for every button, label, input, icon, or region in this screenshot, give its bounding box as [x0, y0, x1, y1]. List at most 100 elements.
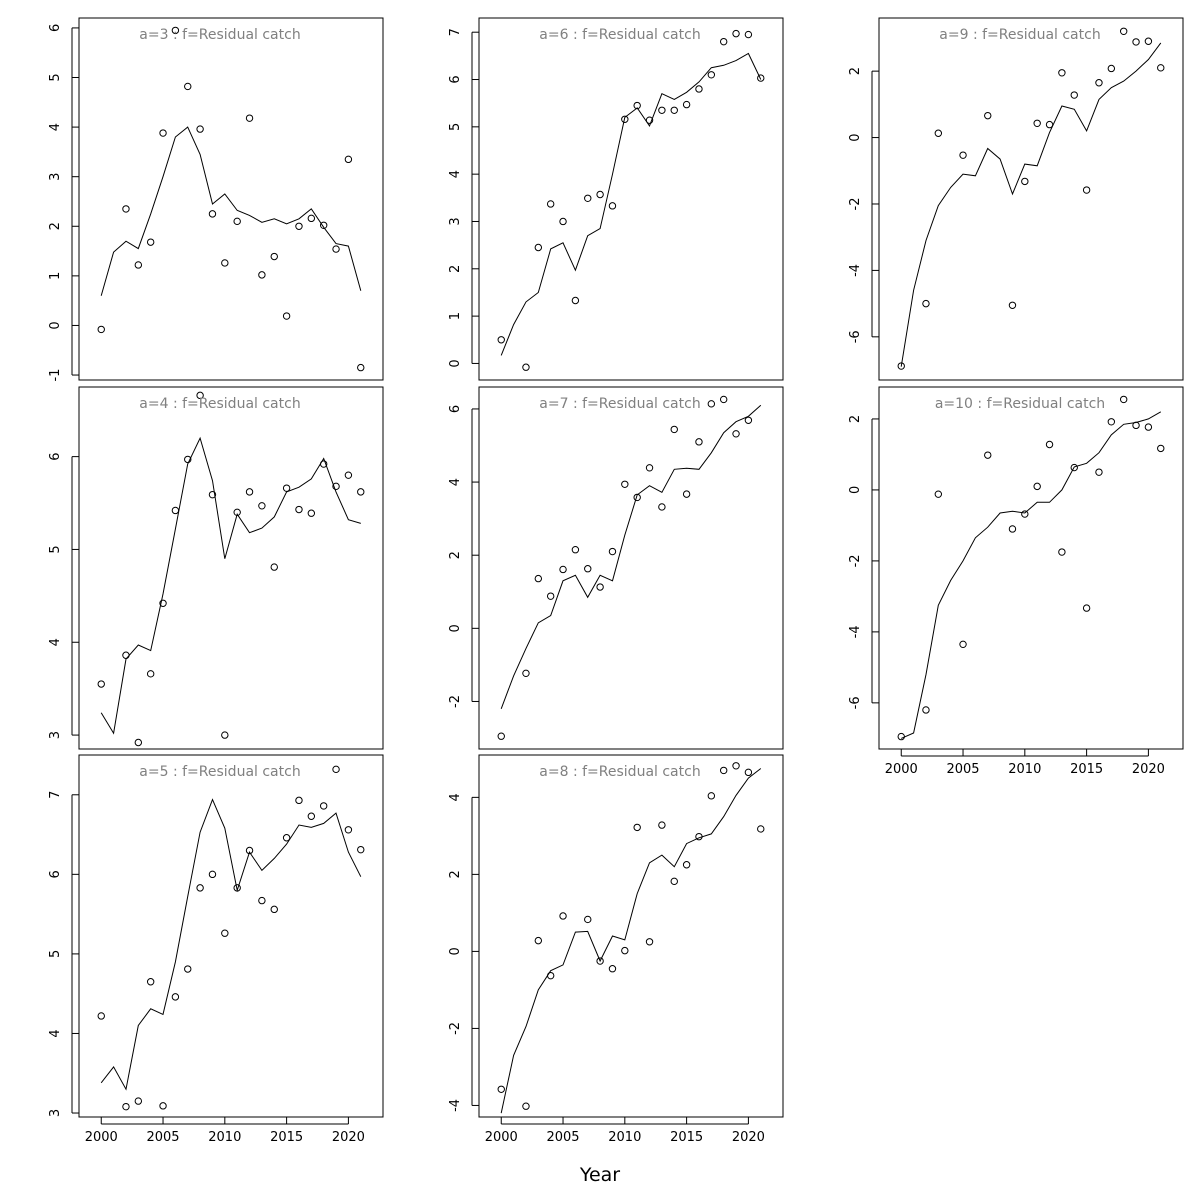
observed-point — [534, 243, 543, 252]
observed-point — [546, 971, 555, 980]
observed-point — [319, 802, 328, 810]
observed-point — [584, 915, 592, 924]
fitted-line — [100, 436, 361, 735]
y-tick-label: 0 — [848, 486, 863, 494]
observed-point — [245, 488, 254, 496]
observed-point — [608, 965, 617, 973]
y-tick-label: 6 — [48, 24, 63, 32]
observed-point — [682, 490, 691, 498]
observed-point — [559, 565, 567, 574]
y-tick-label: -6 — [848, 696, 863, 709]
panel-frame — [478, 386, 784, 750]
y-tick-label: 2 — [448, 551, 463, 559]
observed-point — [196, 391, 204, 400]
x-tick-label: 2000 — [485, 1130, 518, 1145]
observed-point — [159, 1102, 167, 1110]
observed-point — [1095, 468, 1103, 476]
observed-point — [744, 416, 753, 424]
observed-point — [357, 488, 365, 496]
observed-point — [959, 151, 967, 159]
y-tick-label: 6 — [448, 405, 463, 413]
panel-7: -6 -4 -2 0 2 a=9 : f=Residual catch — [848, 17, 1184, 381]
observed-point — [245, 846, 254, 855]
y-tick-label: 4 — [448, 478, 463, 486]
observed-point — [270, 252, 278, 261]
observed-point — [1008, 525, 1017, 533]
observed-point — [695, 832, 703, 841]
x-tick-label: 2015 — [270, 1130, 303, 1145]
observed-point — [184, 965, 192, 973]
y-tick-label: -2 — [448, 1022, 463, 1035]
observed-point — [497, 732, 505, 740]
observed-point — [159, 129, 167, 137]
fitted-line — [901, 411, 1162, 739]
observed-point — [122, 651, 130, 659]
panel-title: a=8 : f=Residual catch — [539, 764, 700, 780]
observed-point — [645, 116, 654, 124]
observed-point — [559, 217, 567, 226]
observed-point — [295, 505, 303, 514]
observed-point — [984, 111, 992, 120]
x-tick-label: 2015 — [670, 1130, 703, 1145]
observed-point — [344, 155, 353, 164]
panel-frame — [478, 754, 784, 1118]
y-tick-label: 3 — [448, 217, 463, 225]
observed-point — [258, 502, 266, 510]
observed-point — [1132, 38, 1140, 46]
observed-point — [295, 222, 303, 230]
y-tick-label: 2 — [448, 265, 463, 273]
observed-point — [233, 217, 241, 226]
observed-point — [307, 214, 316, 223]
observed-point — [695, 438, 703, 446]
y-tick-label: 0 — [448, 947, 463, 955]
observed-point — [757, 825, 765, 833]
observed-point — [270, 905, 278, 914]
observed-point — [897, 362, 905, 370]
panel-6: -4 -2 0 2 4 2000 2005 2010 2015 2020 a=8 : f=Resid… — [448, 754, 784, 1145]
observed-point — [357, 363, 365, 372]
observed-point — [1157, 64, 1165, 72]
fitted-line — [100, 798, 362, 1091]
observed-point — [719, 766, 728, 775]
observed-point — [282, 484, 291, 492]
y-tick-label: 0 — [848, 133, 863, 141]
observed-point — [670, 106, 678, 114]
y-tick-label: 7 — [48, 791, 63, 799]
y-tick-label: 4 — [48, 1029, 63, 1037]
observed-point — [922, 299, 930, 308]
panel-3: 3 4 5 6 7 2000 2005 2010 2015 2020 a=5 : f=Residua… — [48, 754, 384, 1145]
observed-point — [122, 205, 130, 213]
y-tick-label: 4 — [48, 123, 63, 131]
observed-point — [546, 592, 555, 600]
y-tick-label: -4 — [848, 625, 863, 638]
observed-point — [695, 85, 703, 93]
observed-point — [658, 503, 666, 511]
observed-point — [744, 30, 753, 39]
observed-point — [1070, 463, 1078, 472]
y-tick-label: 4 — [448, 170, 463, 178]
observed-point — [596, 583, 604, 591]
observed-point — [258, 271, 266, 279]
observed-point — [1021, 510, 1029, 518]
observed-point — [146, 670, 155, 678]
observed-point — [344, 471, 353, 479]
y-tick-label: 6 — [48, 870, 63, 878]
panel-8: -6 -4 -2 0 2 2000 2005 2010 2015 2020 a=10 : f=Res… — [848, 386, 1184, 777]
y-tick-label: 1 — [448, 312, 463, 320]
observed-point — [1045, 440, 1054, 449]
observed-point — [319, 460, 328, 468]
observed-point — [522, 669, 530, 678]
y-tick-label: 6 — [48, 452, 63, 460]
observed-point — [233, 508, 241, 517]
observed-point — [221, 731, 229, 739]
observed-point — [732, 762, 740, 770]
observed-point — [1107, 64, 1116, 73]
observed-point — [534, 936, 543, 945]
observed-point — [134, 1097, 143, 1105]
y-tick-label: -6 — [848, 330, 863, 343]
observed-point — [682, 861, 691, 869]
observed-point — [959, 640, 967, 649]
panel-title: a=6 : f=Residual catch — [539, 27, 700, 43]
observed-point — [744, 768, 753, 777]
y-tick-label: -4 — [848, 264, 863, 277]
